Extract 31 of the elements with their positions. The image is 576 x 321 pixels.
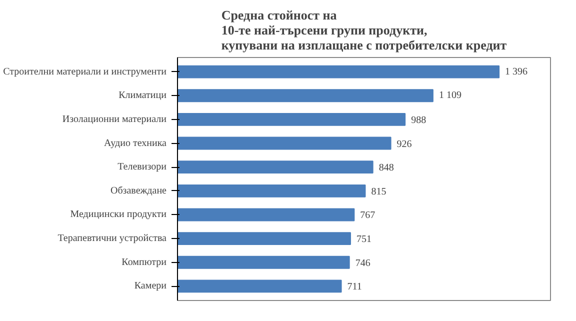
data-label: 1 109 [438,90,462,102]
bar [178,65,500,78]
bar [178,208,355,222]
data-label: 751 [356,234,372,246]
data-label: 711 [347,282,362,293]
y-tick-label: Терапевтични устройства [58,233,168,244]
data-label: 767 [360,210,376,222]
y-tick-label: Камери [134,280,168,292]
data-label: 926 [396,138,412,150]
chart-title: Средна стойност на 10-те най-търсени групи продукти, купувани на изплащане с потребителски кредит [221,8,508,52]
y-tick-label: Климатици [118,90,168,102]
bar [178,112,406,126]
bar [178,89,434,102]
bar [178,160,374,174]
data-label: 1 396 [505,66,528,78]
y-tick-label: Компютри [122,256,168,268]
data-label: 848 [378,162,394,174]
bar [178,256,350,269]
y-tick-label: Аудио техника [104,138,168,149]
data-label: 815 [371,186,386,198]
bar [178,136,392,150]
y-tick-label: Обзавеждане [110,185,168,196]
bar [178,184,366,198]
bar [178,280,342,293]
y-tick-label: Изолационни материали [62,114,168,125]
y-tick-label: Медицински продукти [70,209,168,220]
data-label: 746 [355,258,370,269]
data-label: 988 [411,114,426,126]
bar [178,232,351,246]
y-tick-label: Строителни материали и инструменти [3,66,168,78]
y-tick-label: Телевизори [118,162,168,173]
